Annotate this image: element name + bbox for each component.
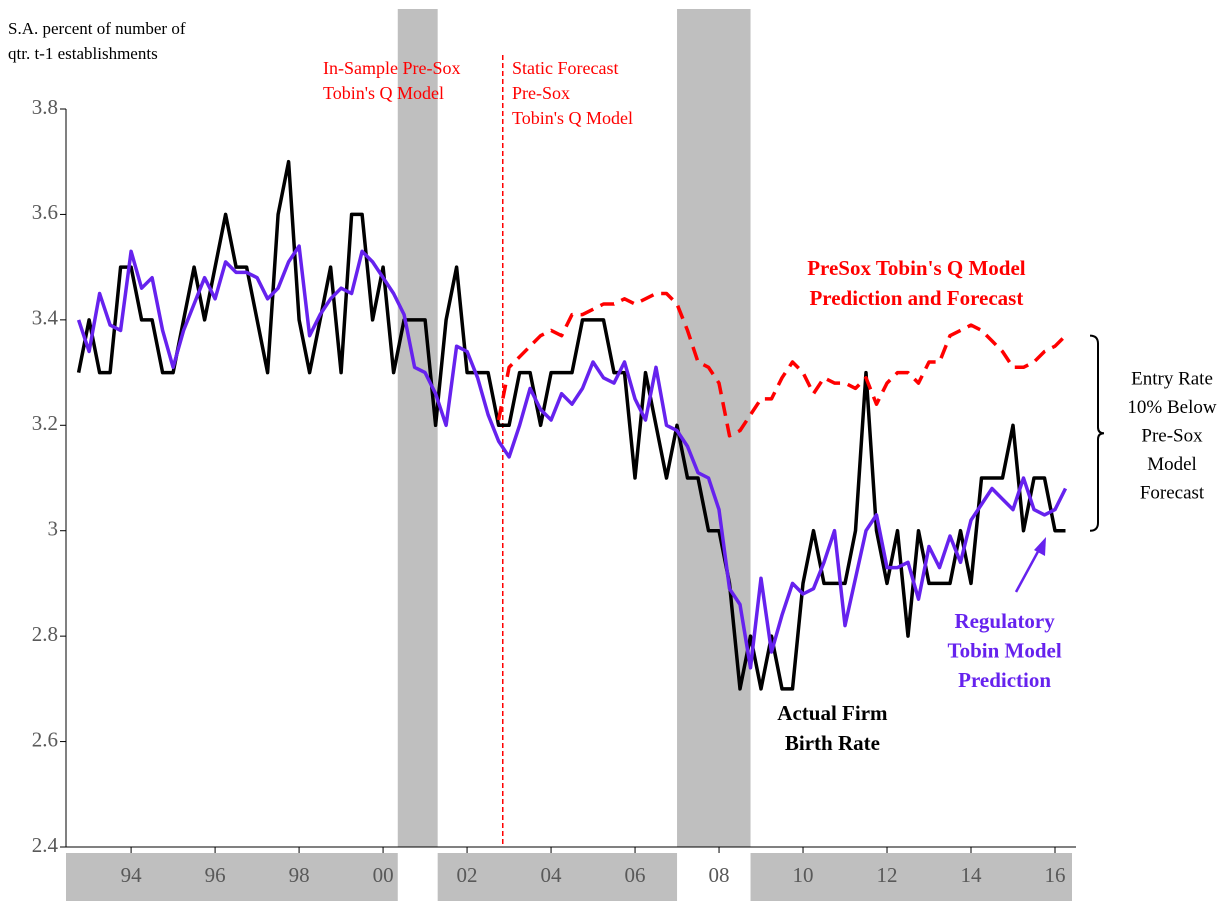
y-tick-label: 3.4	[32, 306, 59, 330]
annotation: Forecast	[1140, 482, 1205, 503]
series-label: Tobin Model	[948, 638, 1062, 662]
annotation: In-Sample Pre-Sox	[323, 58, 460, 78]
annotation: Pre-Sox	[512, 83, 570, 103]
x-tick-label: 10	[793, 863, 814, 887]
annotation: Entry Rate	[1131, 368, 1213, 389]
series-line	[76, 244, 1068, 670]
annotation: 10% Below	[1127, 397, 1216, 418]
series-label: Birth Rate	[785, 731, 880, 755]
y-tick-label: 3.2	[32, 411, 58, 435]
axis-band	[66, 853, 398, 901]
y-axis-label: qtr. t-1 establishments	[8, 44, 158, 63]
annotation: Static Forecast	[512, 58, 618, 78]
axis-band	[750, 853, 1072, 901]
y-axis-label: S.A. percent of number of	[8, 19, 186, 38]
series-label: Prediction and Forecast	[809, 286, 1023, 310]
annotation: Tobin's Q Model	[323, 83, 444, 103]
shaded-region	[397, 9, 438, 847]
x-tick-label: 16	[1045, 863, 1066, 887]
y-tick-label: 3	[48, 517, 59, 541]
axis-band	[437, 853, 678, 901]
series-label: Prediction	[958, 668, 1051, 692]
x-tick-label: 14	[961, 863, 983, 887]
x-tick-label: 12	[877, 863, 898, 887]
series-line	[76, 159, 1066, 691]
series-label: Actual Firm	[777, 701, 888, 725]
arrow-head	[1034, 537, 1046, 556]
label-arrow	[1014, 545, 1043, 593]
x-tick-label: 94	[121, 863, 143, 887]
annotation: Pre-Sox	[1141, 425, 1203, 446]
x-tick-label: 04	[541, 863, 563, 887]
annotation: Model	[1147, 454, 1197, 475]
x-tick-label: 02	[457, 863, 478, 887]
x-tick-label: 06	[625, 863, 646, 887]
annotation: Tobin's Q Model	[512, 108, 633, 128]
x-tick-label: 98	[289, 863, 310, 887]
series-label: Regulatory	[954, 609, 1055, 633]
y-tick-label: 2.4	[32, 833, 59, 857]
x-tick-label: 08	[709, 863, 730, 887]
shaded-region	[677, 9, 751, 847]
y-tick-label: 3.8	[32, 95, 58, 119]
y-tick-label: 2.8	[32, 622, 58, 646]
y-tick-label: 3.6	[32, 200, 58, 224]
series-line	[496, 291, 1067, 438]
x-tick-label: 96	[205, 863, 226, 887]
bracket	[1089, 334, 1105, 532]
x-tick-label: 00	[373, 863, 394, 887]
series-label: PreSox Tobin's Q Model	[807, 256, 1026, 280]
y-tick-label: 2.6	[32, 727, 58, 751]
